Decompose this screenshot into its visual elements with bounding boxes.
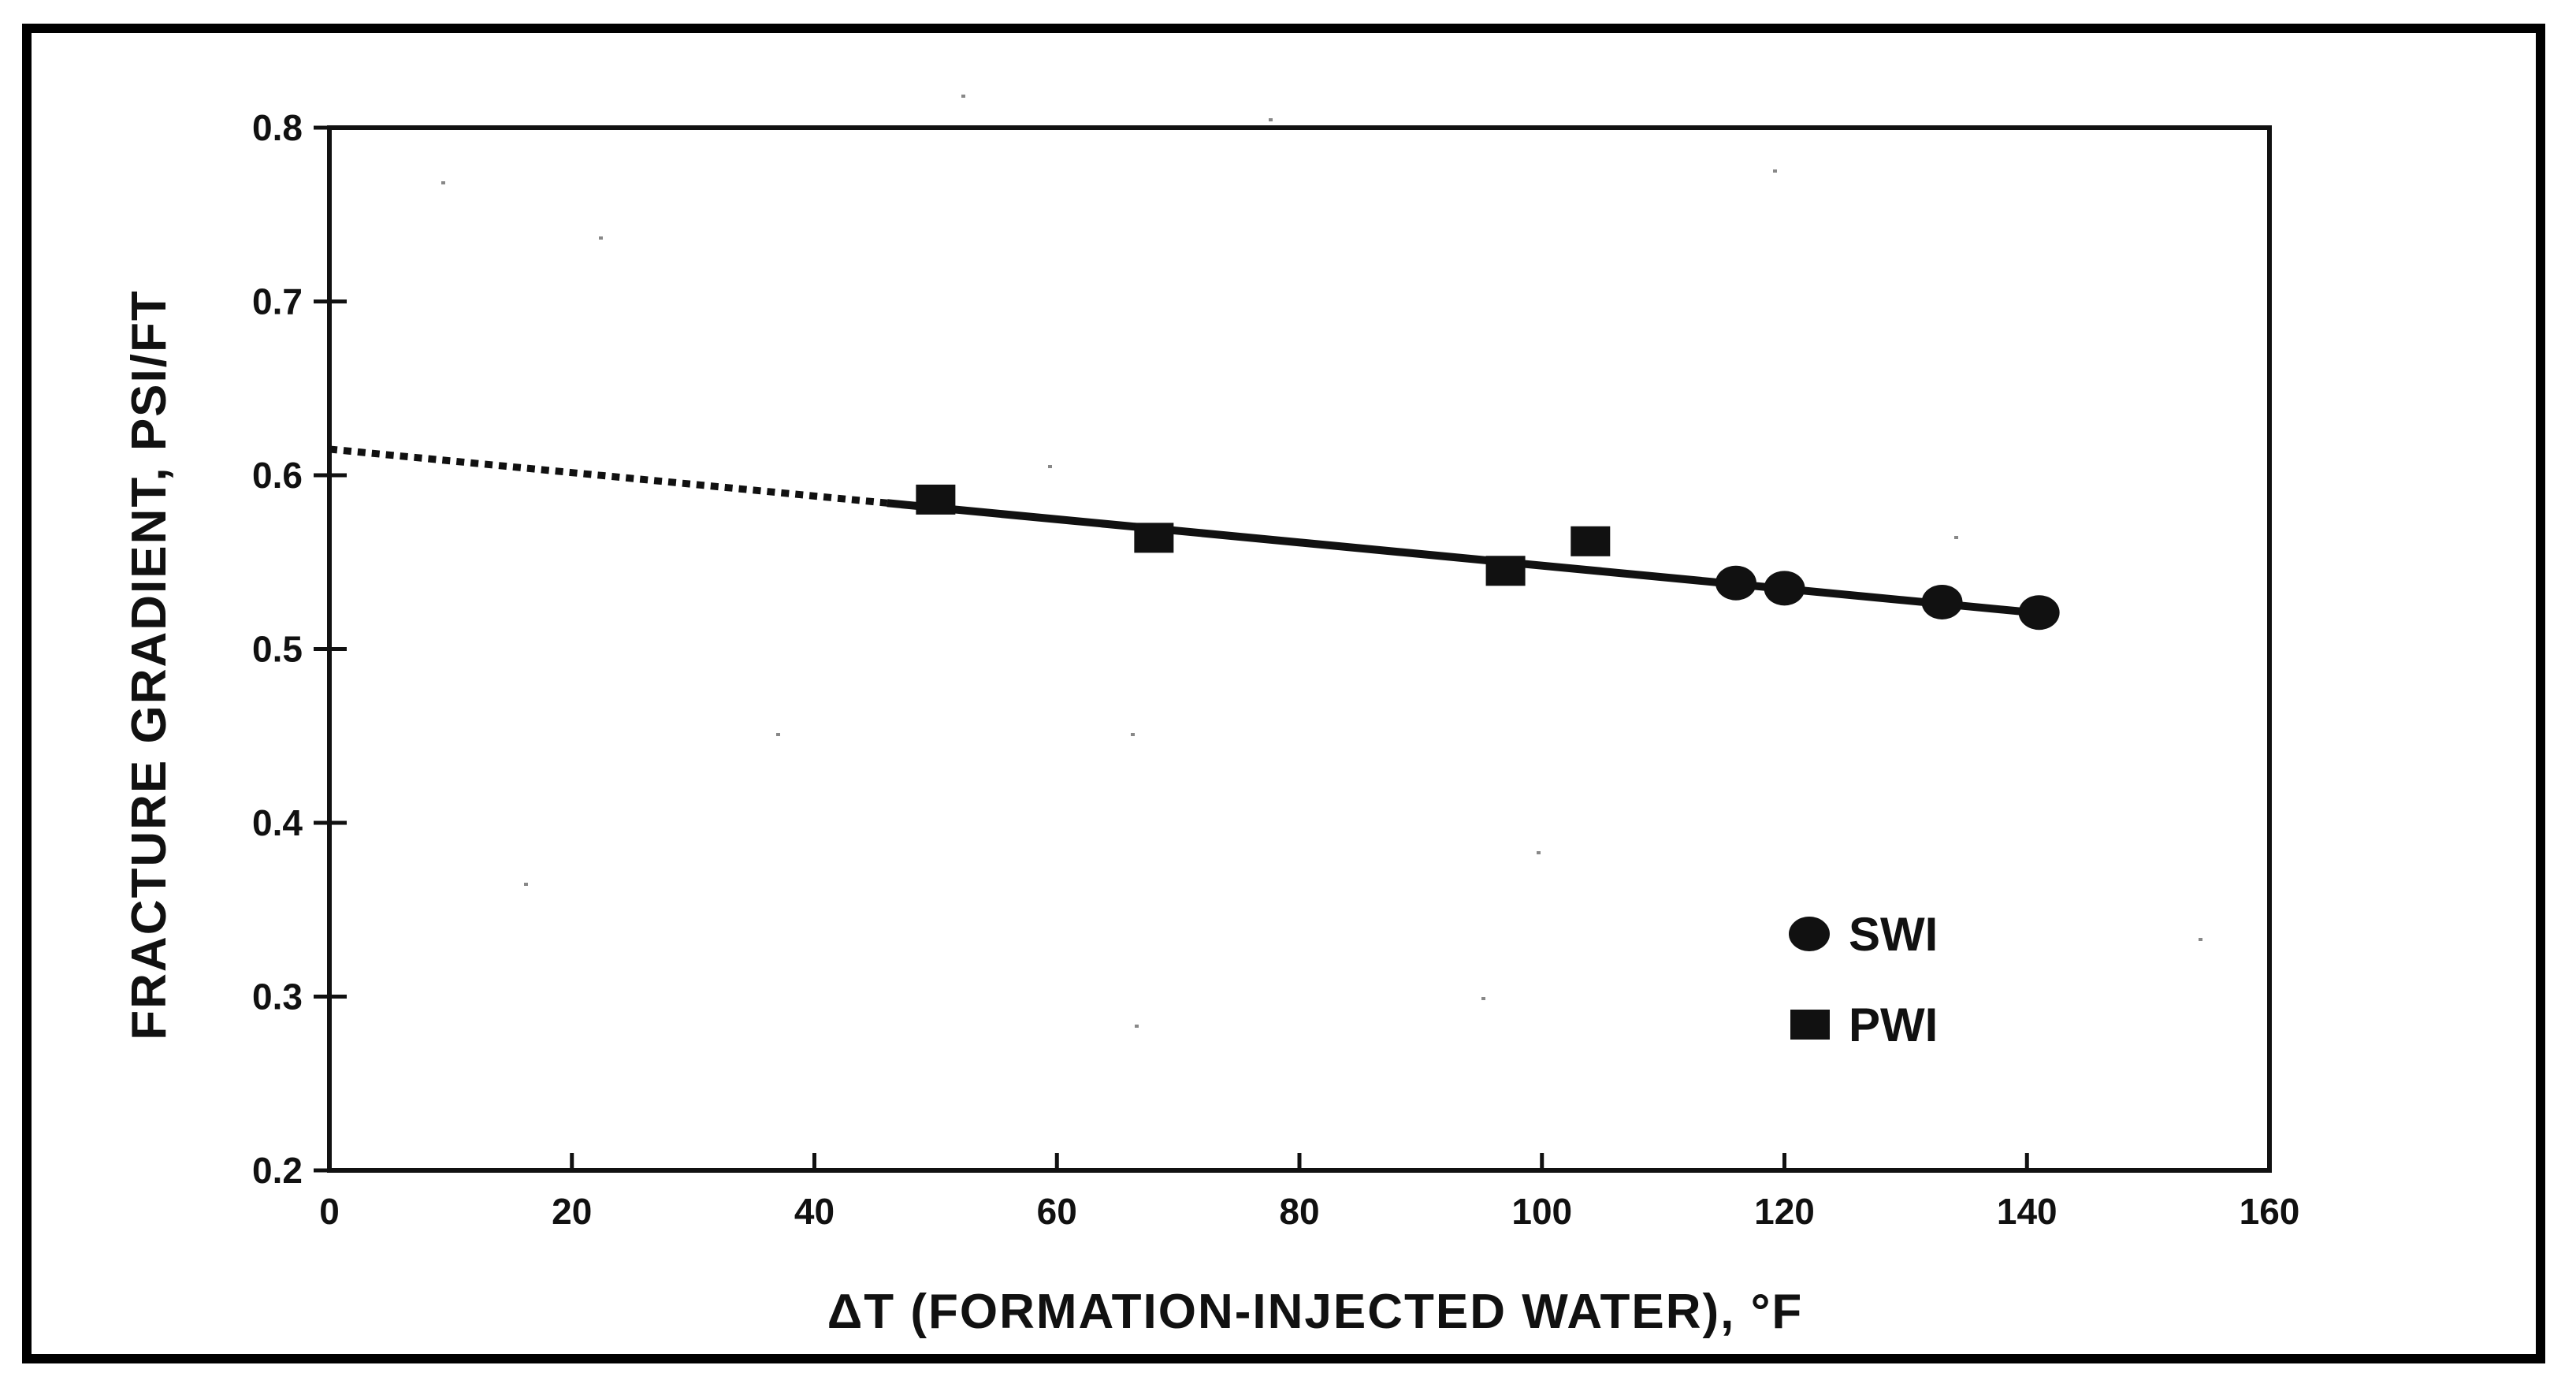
scan-speck (1773, 169, 1777, 173)
y-axis-title: FRACTURE GRADIENT, PSI/FT (122, 289, 177, 1040)
scan-speck (599, 236, 603, 240)
y-tick-label: 0.3 (252, 976, 303, 1017)
scan-speck (2199, 938, 2202, 941)
legend-pwi-marker (1790, 1010, 1830, 1040)
swi-point (1764, 571, 1805, 606)
scan-speck (441, 181, 445, 184)
x-tick-label: 0 (319, 1191, 340, 1232)
trend-lines (329, 445, 2052, 619)
y-tick-label: 0.8 (252, 107, 303, 148)
pwi-point (1485, 556, 1526, 586)
y-tick-label: 0.7 (252, 281, 303, 322)
data-points (916, 484, 2060, 631)
y-tick-label: 0.5 (252, 629, 303, 670)
y-tick-label: 0.4 (252, 802, 303, 843)
x-axis-title: ΔT (FORMATION-INJECTED WATER), °F (827, 1285, 1804, 1339)
y-tick-label: 0.2 (252, 1150, 303, 1191)
scan-speck (1481, 997, 1485, 1000)
scan-speck (961, 95, 965, 98)
scan-speck (1135, 1025, 1139, 1028)
legend: SWI PWI (1789, 908, 1938, 1051)
x-tick-label: 160 (2240, 1191, 2300, 1232)
pwi-point (1571, 526, 1611, 556)
scan-speck (1269, 118, 1273, 121)
x-tick-label: 40 (794, 1191, 835, 1232)
scan-specks (441, 95, 2202, 1028)
swi-point (2018, 595, 2060, 631)
y-tick-label: 0.6 (252, 455, 303, 496)
legend-swi-marker (1789, 917, 1830, 951)
x-tick-label: 20 (552, 1191, 592, 1232)
legend-label-swi: SWI (1849, 908, 1938, 961)
trend-line-fit (887, 499, 2052, 619)
figure-frame (22, 24, 2545, 1363)
x-axis: 0 20 40 60 80 100 120 140 160 (319, 1153, 2299, 1232)
scan-speck (1954, 536, 1958, 539)
plot-area (327, 125, 2272, 1173)
legend-label-pwi: PWI (1849, 999, 1938, 1051)
swi-point (1715, 565, 1756, 601)
pwi-point (1134, 523, 1174, 553)
scan-speck (1131, 733, 1135, 736)
scan-speck (1048, 465, 1052, 468)
x-tick-label: 140 (1997, 1191, 2057, 1232)
scan-speck (524, 883, 528, 886)
x-tick-label: 120 (1754, 1191, 1815, 1232)
x-tick-label: 100 (1511, 1191, 1572, 1232)
y-axis: 0.2 0.3 0.4 0.5 0.6 0.7 0.8 (252, 107, 347, 1191)
x-tick-label: 80 (1279, 1191, 1319, 1232)
trend-line-extrapolated (329, 445, 888, 507)
scan-speck (1537, 851, 1541, 854)
swi-point (1921, 584, 1963, 619)
x-tick-label: 60 (1037, 1191, 1077, 1232)
pwi-point (916, 484, 956, 515)
scan-speck (776, 733, 780, 736)
